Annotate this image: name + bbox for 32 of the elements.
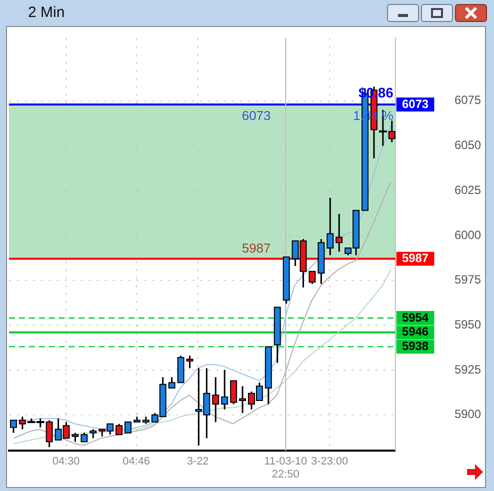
annotation: 6073 <box>242 108 271 124</box>
x-tick-label: 04:30 <box>52 455 80 468</box>
y-tick-label: 6000 <box>454 228 482 242</box>
ref-line-label: 5987 <box>402 251 429 266</box>
x-tick-label: 3-23:00 <box>310 455 348 468</box>
x-tick-label: 11-03-10 22:50 <box>264 455 308 480</box>
candlestick <box>168 376 176 389</box>
annotation: 5987 <box>242 240 271 256</box>
candlestick <box>308 270 316 285</box>
candlestick <box>124 422 132 434</box>
chart-title: 2 Min <box>28 4 65 21</box>
y-tick-label: 6050 <box>454 138 482 152</box>
candlestick <box>212 376 220 423</box>
candlestick <box>221 369 228 410</box>
y-tick-label: 5900 <box>454 407 482 422</box>
candlestick <box>10 420 17 434</box>
y-tick-label: 6025 <box>454 182 482 197</box>
y-tick-label: 6075 <box>454 93 482 108</box>
y-tick-label: 5975 <box>454 272 482 287</box>
x-tick-label: 3-22 <box>186 455 209 468</box>
y-tick-label: 5950 <box>454 317 482 332</box>
candlestick <box>336 213 343 252</box>
candlestick <box>326 197 334 256</box>
x-tick-label: 04:46 <box>122 455 150 468</box>
ref-line-label: 5938 <box>402 339 429 354</box>
ref-line-label: 6073 <box>402 96 429 111</box>
candlestick <box>239 385 246 414</box>
y-tick-label: 5925 <box>454 362 482 376</box>
ref-line-label: 5946 <box>402 324 429 339</box>
candlestick <box>230 380 238 405</box>
candlestick <box>116 423 123 436</box>
ref-line-label: 5954 <box>402 310 429 324</box>
